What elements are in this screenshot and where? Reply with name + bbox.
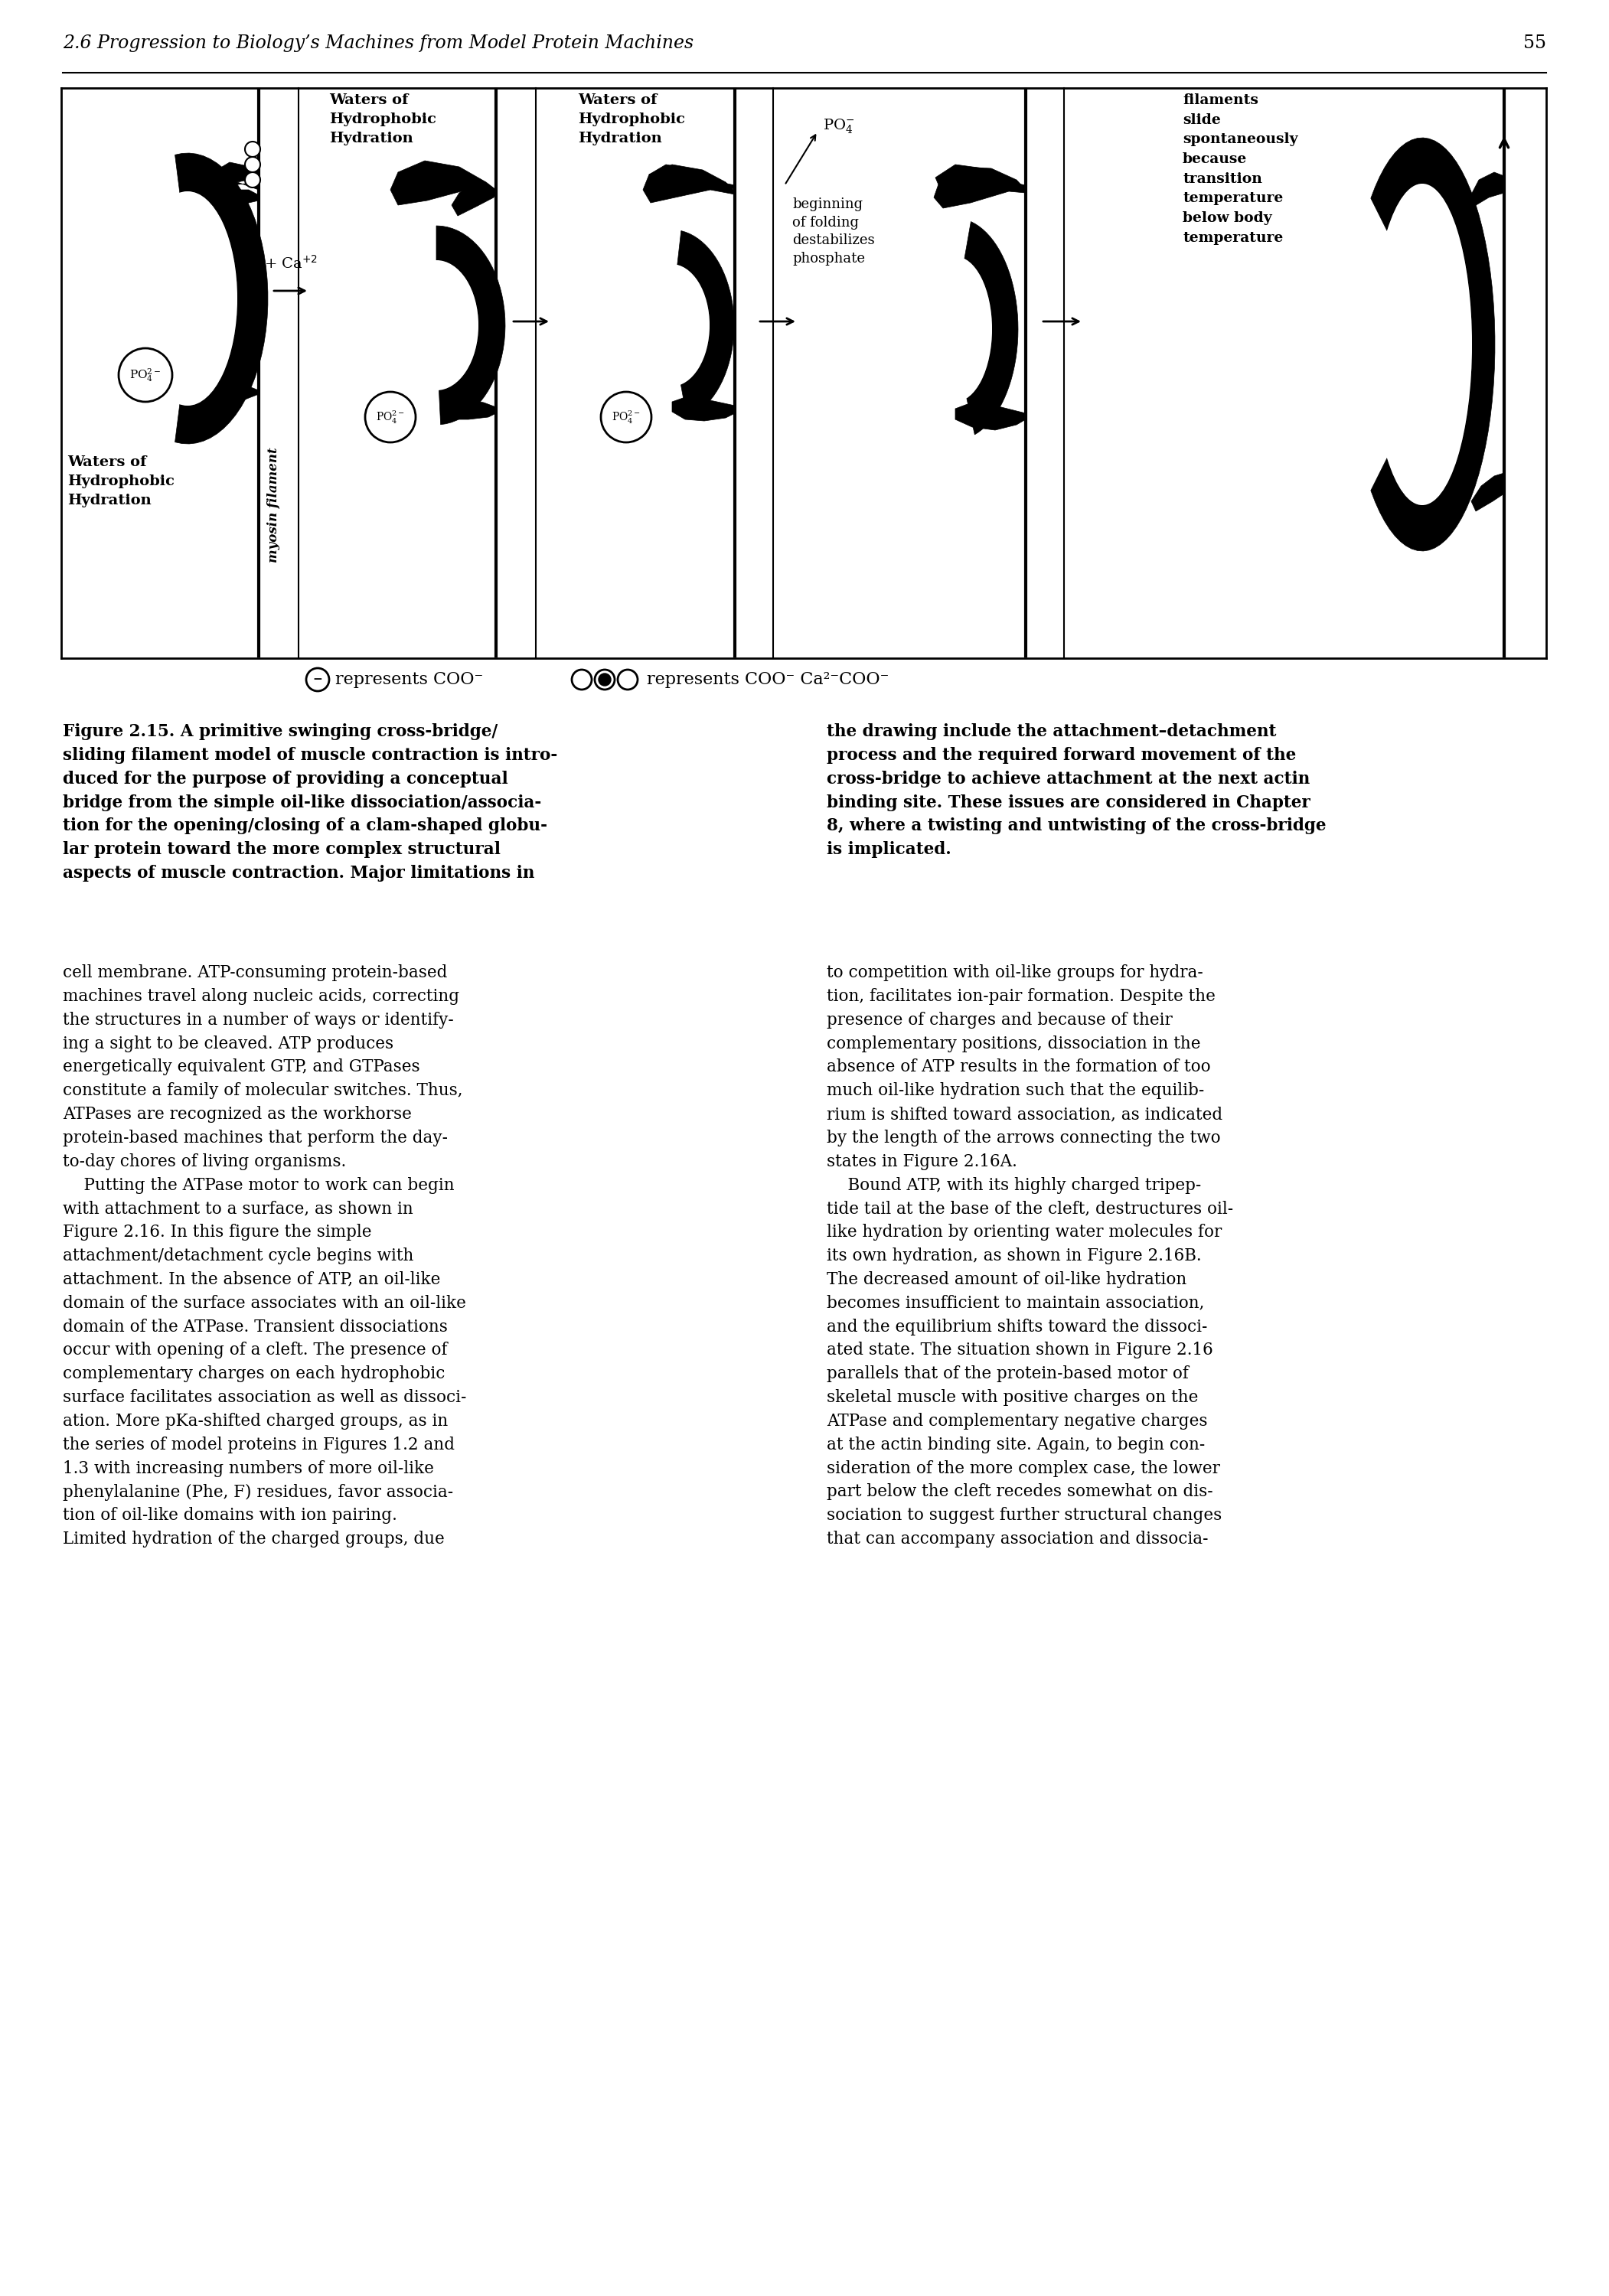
Text: 55: 55	[1524, 34, 1546, 53]
Circle shape	[245, 172, 261, 188]
Polygon shape	[677, 232, 734, 418]
Ellipse shape	[632, 264, 710, 386]
Text: $\mathregular{PO_4^{2-}}$: $\mathregular{PO_4^{2-}}$	[130, 367, 161, 383]
Text: Figure 2.15. A primitive swinging cross-bridge/
sliding filament model of muscle: Figure 2.15. A primitive swinging cross-…	[63, 723, 557, 882]
Polygon shape	[175, 154, 267, 443]
Polygon shape	[648, 165, 735, 191]
Circle shape	[306, 668, 330, 691]
Polygon shape	[1469, 172, 1504, 207]
Ellipse shape	[1372, 184, 1472, 505]
Polygon shape	[188, 174, 259, 193]
Text: beginning
of folding
destabilizes
phosphate: beginning of folding destabilizes phosph…	[792, 197, 875, 266]
Polygon shape	[188, 377, 259, 406]
Polygon shape	[442, 397, 496, 420]
Text: myosin filament: myosin filament	[267, 448, 280, 563]
Circle shape	[599, 673, 611, 687]
Text: Waters of
Hydrophobic
Hydration: Waters of Hydrophobic Hydration	[578, 94, 685, 145]
Text: filaments
slide
spontaneously
because
transition
temperature
below body
temperat: filaments slide spontaneously because tr…	[1183, 94, 1298, 246]
Ellipse shape	[138, 191, 237, 406]
Text: represents COO⁻: represents COO⁻	[335, 670, 483, 689]
Polygon shape	[391, 161, 496, 204]
Ellipse shape	[919, 257, 993, 402]
Text: represents COO⁻ Ca²⁻COO⁻: represents COO⁻ Ca²⁻COO⁻	[647, 670, 890, 689]
Polygon shape	[452, 184, 496, 216]
Text: Waters of
Hydrophobic
Hydration: Waters of Hydrophobic Hydration	[330, 94, 436, 145]
Polygon shape	[188, 191, 259, 230]
Text: + Ca$^{+2}$: + Ca$^{+2}$	[264, 255, 317, 271]
Text: cell membrane. ATP-consuming protein-based
machines travel along nucleic acids, : cell membrane. ATP-consuming protein-bas…	[63, 964, 467, 1548]
Circle shape	[245, 156, 261, 172]
Circle shape	[595, 670, 615, 689]
Text: $\mathregular{PO_4^{-}}$: $\mathregular{PO_4^{-}}$	[822, 117, 854, 135]
Circle shape	[600, 393, 652, 443]
Polygon shape	[933, 168, 1025, 209]
Circle shape	[571, 670, 592, 689]
Text: 2.6 Progression to Biology’s Machines from Model Protein Machines: 2.6 Progression to Biology’s Machines fr…	[63, 34, 693, 53]
Circle shape	[365, 393, 415, 443]
Polygon shape	[436, 225, 505, 425]
Circle shape	[119, 349, 172, 402]
Polygon shape	[956, 402, 1025, 429]
Text: the drawing include the attachment–detachment
process and the required forward m: the drawing include the attachment–detac…	[827, 723, 1326, 859]
Ellipse shape	[394, 259, 478, 390]
Text: −: −	[312, 675, 322, 684]
Text: Waters of
Hydrophobic
Hydration: Waters of Hydrophobic Hydration	[68, 455, 174, 507]
Polygon shape	[935, 165, 1025, 191]
Polygon shape	[673, 397, 735, 420]
Polygon shape	[1471, 473, 1504, 512]
Text: to competition with oil-like groups for hydra-
tion, facilitates ion-pair format: to competition with oil-like groups for …	[827, 964, 1232, 1548]
Polygon shape	[1371, 138, 1495, 551]
Circle shape	[618, 670, 637, 689]
Text: $\mathregular{PO_4^{2-}}$: $\mathregular{PO_4^{2-}}$	[611, 409, 640, 425]
Polygon shape	[964, 223, 1018, 434]
Circle shape	[245, 142, 261, 156]
Text: $\mathregular{PO_4^{2-}}$: $\mathregular{PO_4^{2-}}$	[377, 409, 405, 425]
Polygon shape	[214, 163, 259, 181]
Polygon shape	[644, 165, 735, 202]
